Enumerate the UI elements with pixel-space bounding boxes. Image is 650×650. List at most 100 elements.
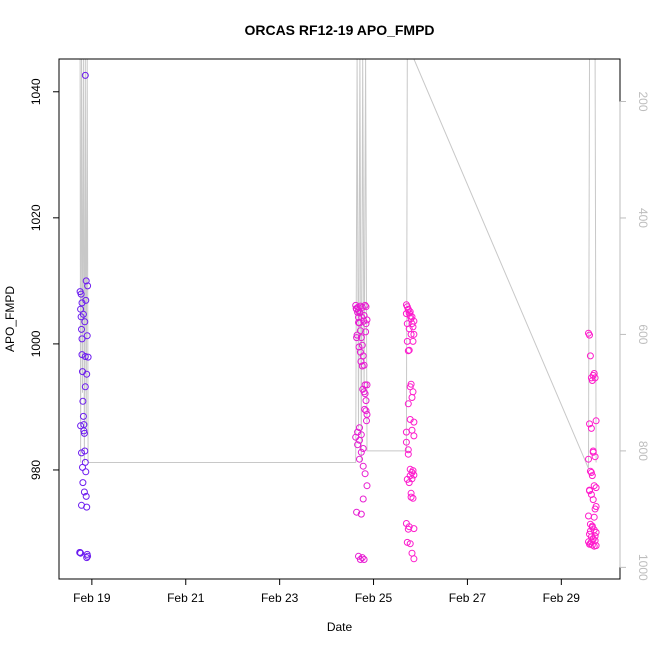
data-point — [363, 417, 370, 425]
data-point — [83, 370, 91, 378]
plot-frame — [58, 58, 621, 580]
data-point — [358, 341, 366, 349]
x-tick-label: Feb 29 — [543, 591, 581, 605]
data-point — [355, 319, 362, 326]
data-point — [80, 429, 88, 437]
data-point — [406, 383, 414, 391]
data-point — [403, 538, 411, 546]
data-point — [402, 438, 410, 446]
data-point — [78, 325, 85, 333]
x-tick-label: Feb 19 — [73, 591, 111, 605]
data-point — [586, 486, 593, 494]
data-point — [592, 542, 600, 550]
data-point — [591, 374, 599, 382]
data-point — [586, 352, 594, 360]
data-point — [363, 482, 371, 490]
data-point — [356, 348, 364, 356]
data-point — [360, 556, 368, 563]
data-point — [585, 455, 592, 463]
x-tick-label: Feb 27 — [449, 591, 487, 605]
data-point — [358, 303, 366, 311]
data-point — [357, 431, 365, 439]
y2-tick-label: 600 — [636, 324, 650, 344]
data-point — [83, 332, 91, 340]
data-point — [410, 525, 418, 533]
data-point — [78, 449, 85, 457]
data-point — [404, 347, 412, 355]
data-point — [408, 313, 416, 321]
data-point — [354, 441, 362, 449]
data-point — [355, 343, 363, 351]
data-point — [402, 428, 410, 436]
data-point — [353, 334, 361, 342]
data-point — [587, 424, 595, 432]
data-point — [84, 353, 92, 361]
data-point — [591, 532, 599, 540]
data-point — [356, 455, 363, 463]
data-point — [410, 330, 418, 338]
data-point — [408, 475, 416, 483]
data-point — [404, 400, 412, 408]
data-point — [356, 302, 364, 310]
data-point — [359, 462, 367, 470]
data-point — [357, 448, 365, 456]
x-axis: Feb 19 Feb 21 Feb 23 Feb 25 Feb 27 Feb 29 — [73, 578, 581, 605]
y-tick-label: 980 — [29, 460, 43, 480]
data-point — [362, 407, 370, 415]
data-point — [82, 296, 90, 304]
data-point — [407, 330, 415, 338]
x-axis-label: Date — [327, 620, 353, 634]
data-point — [356, 424, 363, 432]
data-point — [590, 513, 598, 521]
data-point — [408, 549, 416, 557]
data-point — [362, 328, 370, 336]
data-point — [79, 310, 87, 318]
data-point — [363, 381, 371, 389]
y-tick-label: 1040 — [29, 78, 43, 105]
y2-tick-label: 1000 — [636, 554, 650, 581]
data-point — [356, 327, 364, 335]
data-point — [592, 503, 600, 510]
data-point — [76, 549, 84, 556]
data-point — [588, 522, 596, 530]
data-point — [405, 523, 413, 531]
data-point — [359, 445, 367, 452]
data-point — [360, 312, 368, 319]
y-tick-label: 1000 — [29, 330, 43, 357]
data-point — [81, 318, 89, 326]
secondary-line — [79, 59, 597, 469]
y2-tick-label: 400 — [636, 208, 650, 228]
data-point — [78, 501, 85, 509]
data-point — [81, 383, 89, 391]
data-point — [362, 320, 370, 328]
data-point — [361, 470, 369, 478]
data-point — [79, 397, 87, 405]
x-tick-label: Feb 23 — [261, 591, 299, 605]
data-point — [404, 450, 412, 458]
data-point — [80, 488, 88, 496]
data-point — [587, 469, 595, 476]
data-point — [81, 353, 89, 360]
chart-title: ORCAS RF12-19 APO_FMPD — [244, 22, 434, 38]
data-point — [353, 508, 361, 516]
data-point — [353, 331, 361, 339]
data-point — [359, 495, 367, 503]
data-point — [586, 331, 593, 339]
data-point — [362, 397, 370, 405]
data-point — [361, 390, 369, 398]
data-point — [586, 420, 593, 428]
secondary-line-layer — [79, 59, 597, 469]
data-point — [410, 555, 418, 563]
points-layer — [76, 71, 600, 563]
data-point — [84, 552, 92, 560]
data-point — [410, 418, 418, 426]
data-point — [358, 362, 366, 370]
data-point — [80, 427, 88, 435]
data-point — [77, 549, 85, 557]
data-point — [410, 317, 418, 325]
data-point — [84, 282, 92, 290]
data-point — [592, 484, 600, 492]
data-point — [356, 556, 364, 563]
data-point — [79, 412, 87, 420]
y-tick-label: 1020 — [29, 204, 43, 231]
